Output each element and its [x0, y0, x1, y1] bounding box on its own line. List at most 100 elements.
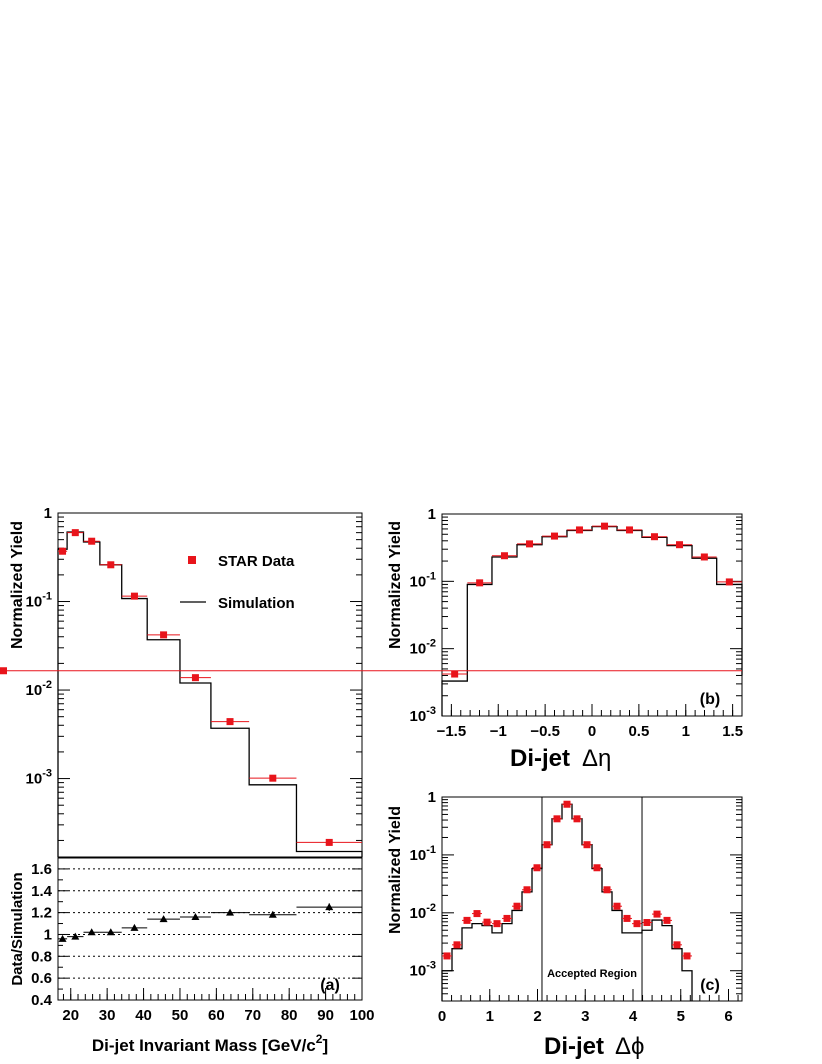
panel-c-data-point [503, 914, 511, 922]
ratio-ytick-label: 1 [44, 926, 52, 943]
ratio-ytick-label: 1.2 [31, 905, 52, 922]
panel-a-data-point [107, 561, 115, 569]
panel-b-data-point [650, 533, 658, 541]
panel-b-sim-histogram [441, 525, 743, 716]
panel-c-data-point [583, 841, 591, 849]
panel-b-data-point [700, 553, 708, 561]
ratio-point [130, 923, 139, 931]
panel-c-ytick-label: 1 [428, 789, 436, 806]
panel-c-data-point [533, 864, 541, 872]
ratio-point [159, 915, 168, 923]
ratio-ytick-label: 0.8 [31, 948, 52, 965]
panel-c-ytick-label: 10-1 [410, 844, 436, 864]
panel-b-xtick-label: −1.5 [437, 723, 467, 740]
panel-a-ytick-label: 10-3 [26, 768, 52, 788]
panel-b-data-point [451, 670, 459, 678]
panel-a-data-point [325, 838, 333, 846]
ratio-point [71, 932, 80, 940]
panel-c-data-point [663, 916, 671, 924]
legend-sim-label: Simulation [218, 595, 295, 612]
panel-c-data-point [623, 914, 631, 922]
panel-c-data-point [553, 815, 561, 823]
panel-a-sim-histogram [57, 531, 363, 857]
panel-a-data-point [59, 547, 67, 555]
panel-b-data-point [725, 578, 733, 586]
panel-a-xtick-label: 100 [349, 1007, 374, 1024]
panel-c-xtick-label: 3 [581, 1008, 589, 1025]
panel-a-xtick-label: 20 [62, 1007, 79, 1024]
panel-b-xtick-label: 0 [588, 723, 596, 740]
panel-a-xtick-label: 30 [99, 1007, 116, 1024]
panel-a-data-point [191, 674, 199, 682]
panel-b-data-point [575, 526, 583, 534]
panel-b-delta-eta: 10-3 10-2 10-1 1 −1.5 −1 −0.5 0 0.5 1 1.5 Normalize… [0, 506, 743, 772]
ratio-point [58, 934, 67, 942]
panel-c-data-point [513, 902, 521, 910]
panel-a-xlabel: Di-jet Invariant Mass [GeV/c2] [92, 1032, 328, 1055]
panel-b-data-point [551, 532, 558, 540]
panel-c-xtick-label: 0 [438, 1008, 446, 1025]
panel-b-frame [441, 513, 743, 717]
panel-a-data-point [71, 529, 79, 537]
panel-b-xlabel-symbol: Δη [582, 745, 611, 772]
panel-c-label: (c) [700, 977, 720, 994]
panel-c-delta-phi: 10-3 10-2 10-1 1 Accepted Region 0 1 2 3 4 5 6 Norma… [387, 789, 743, 1060]
panel-b-data-point [476, 579, 484, 587]
panel-c-data-point [463, 916, 471, 924]
panel-a-ylabel: Normalized Yield [9, 521, 26, 649]
panel-c-xtick-label: 2 [533, 1008, 541, 1025]
panel-c-xlabel: Di-jet [544, 1033, 604, 1060]
panel-a-ytick-label: 1 [44, 505, 52, 522]
panel-a-mass: 10-3 10-2 10-1 1 Normalized Yield STAR Data Si… [9, 505, 375, 1055]
panel-c-data-point [523, 886, 531, 894]
panel-a-ytick-label: 10-2 [26, 679, 52, 699]
panel-b-ytick-label: 10-2 [410, 638, 436, 658]
panel-a-xtick-label: 90 [317, 1007, 334, 1024]
ratio-point [226, 908, 235, 916]
panel-c-data-point [633, 920, 641, 928]
panel-c-data-point [493, 920, 501, 928]
legend-data-marker [188, 556, 196, 564]
panel-c-xtick-label: 5 [677, 1008, 685, 1025]
panel-a-data-point [88, 537, 96, 545]
panel-a-xtick-label: 80 [281, 1007, 298, 1024]
panel-b-data-point [500, 552, 508, 560]
panel-c-data-point [653, 910, 661, 918]
ratio-point [191, 912, 200, 920]
panel-c-xlabel-symbol: Δϕ [615, 1033, 644, 1060]
panel-b-xtick-label: 1 [682, 723, 690, 740]
panel-b-ylabel: Normalized Yield [387, 521, 404, 649]
panel-a-xtick-label: 40 [135, 1007, 152, 1024]
panel-c-xtick-label: 4 [629, 1008, 638, 1025]
panel-b-xlabel: Di-jet [510, 745, 570, 772]
panel-c-data-point [613, 902, 621, 910]
panel-c-data-point [673, 941, 681, 949]
panel-c-data-point [543, 841, 551, 849]
panel-b-xtick-label: 0.5 [628, 723, 649, 740]
panel-c-data-point [483, 918, 491, 926]
panel-b-data-point [626, 526, 633, 534]
panel-c-data-point [643, 919, 651, 927]
panel-c-ytick-label: 10-3 [410, 960, 436, 980]
panel-a-data-point [226, 718, 234, 726]
panel-b-data-point [676, 541, 684, 549]
panel-a-xtick-label: 70 [244, 1007, 261, 1024]
panel-b-ytick-label: 1 [428, 506, 436, 523]
ratio-ytick-label: 1.6 [31, 861, 52, 878]
panel-c-ylabel: Normalized Yield [387, 806, 404, 934]
panel-c-data-point [573, 815, 581, 823]
panel-c-data-point [603, 886, 611, 894]
panel-c-xtick-label: 6 [724, 1008, 732, 1025]
panel-c-ytick-label: 10-2 [410, 902, 436, 922]
panel-a-xtick-label: 50 [172, 1007, 189, 1024]
panel-b-xtick-label: 1.5 [722, 723, 743, 740]
panel-c-data-point [593, 864, 601, 872]
accepted-region-label: Accepted Region [547, 968, 637, 980]
panel-a-xtick-label: 60 [208, 1007, 225, 1024]
panel-a-ytick-label: 10-1 [26, 591, 52, 611]
panel-c-xtick-label: 1 [486, 1008, 494, 1025]
ratio-ytick-label: 1.4 [31, 883, 53, 900]
ratio-ylabel: Data/Simulation [9, 872, 26, 985]
panel-a-data-point [269, 774, 277, 782]
